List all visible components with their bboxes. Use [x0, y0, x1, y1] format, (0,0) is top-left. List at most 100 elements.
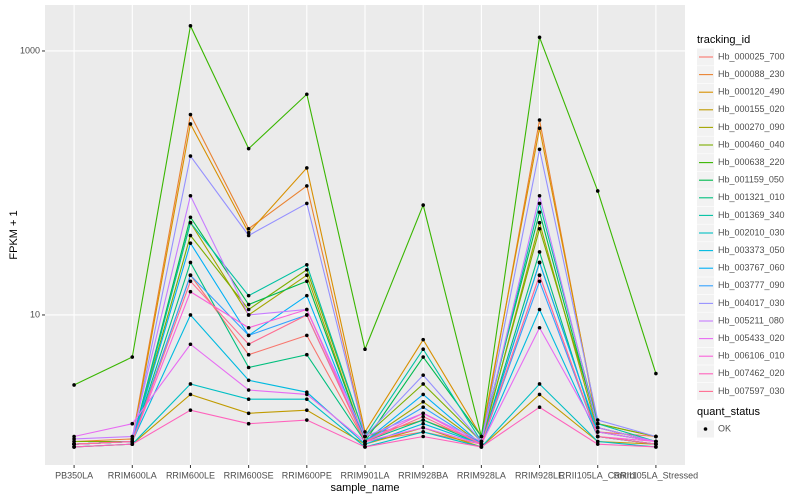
data-point	[246, 411, 251, 416]
data-point	[537, 392, 542, 397]
data-point	[537, 126, 542, 130]
legend-label: Hb_007597_030	[718, 386, 785, 396]
legend-label: Hb_000638_220	[718, 157, 785, 167]
data-point	[246, 397, 251, 402]
legend-label: Hb_000025_700	[718, 51, 785, 61]
data-point	[537, 220, 542, 225]
data-point	[72, 439, 76, 444]
data-point	[537, 307, 542, 312]
data-point	[421, 347, 425, 352]
data-point	[595, 442, 600, 446]
legend-label: Hb_000460_040	[718, 139, 785, 149]
data-point	[305, 408, 309, 412]
legend-label: Hb_001159_050	[718, 175, 784, 185]
data-point	[305, 262, 309, 267]
data-point	[305, 418, 309, 422]
data-point	[537, 118, 542, 122]
data-point	[363, 430, 367, 434]
legend-swatch	[703, 427, 708, 431]
data-point	[246, 307, 251, 312]
data-point	[654, 371, 658, 376]
data-point	[595, 421, 600, 426]
data-point	[305, 293, 309, 298]
data-point	[246, 378, 251, 383]
data-point	[188, 241, 193, 245]
data-point	[246, 325, 251, 330]
data-point	[188, 279, 193, 284]
data-point	[421, 418, 425, 422]
data-point	[246, 421, 251, 426]
data-point	[305, 267, 309, 272]
data-point	[188, 220, 193, 225]
data-point	[188, 260, 193, 265]
data-point	[246, 333, 251, 338]
data-point	[421, 414, 425, 419]
data-point	[130, 355, 135, 359]
data-point	[188, 215, 193, 220]
data-point	[246, 342, 251, 347]
data-point	[246, 313, 251, 317]
data-point	[72, 383, 76, 387]
legend-label: Hb_003767_060	[718, 263, 785, 273]
data-point	[188, 392, 193, 397]
data-point	[246, 352, 251, 357]
data-point	[363, 434, 367, 439]
x-tick-label: RRIM600LE	[166, 470, 215, 480]
data-point	[246, 230, 251, 235]
data-point	[188, 342, 193, 347]
data-point	[537, 201, 542, 206]
data-point	[130, 439, 135, 444]
data-point	[537, 405, 542, 410]
data-point	[305, 279, 309, 284]
data-point	[421, 434, 425, 439]
data-point	[188, 289, 193, 294]
data-point	[246, 226, 251, 231]
data-point	[421, 203, 425, 207]
x-tick-label: RRIM928LE	[515, 470, 564, 480]
data-point	[246, 302, 251, 307]
data-point	[305, 397, 309, 402]
data-point	[537, 279, 542, 284]
data-point	[305, 184, 309, 188]
data-point	[305, 92, 309, 97]
legend-label: Hb_001369_340	[718, 210, 785, 220]
data-point	[595, 189, 600, 193]
legend-label: Hb_006106_010	[718, 351, 785, 361]
data-point	[246, 233, 251, 238]
data-point	[72, 434, 76, 439]
data-point	[130, 442, 135, 446]
data-point	[188, 273, 193, 278]
legend-label: Hb_000270_090	[718, 122, 785, 132]
legend-label: Hb_003777_090	[718, 280, 785, 290]
data-point	[305, 166, 309, 170]
x-tick-label: RRIM928BA	[398, 470, 448, 480]
data-point	[595, 425, 600, 430]
data-point	[537, 325, 542, 330]
data-point	[421, 399, 425, 404]
data-point	[421, 430, 425, 434]
data-point	[421, 373, 425, 377]
y-tick-label: 1000	[20, 45, 40, 55]
data-point	[537, 226, 542, 231]
data-point	[421, 421, 425, 426]
data-point	[654, 445, 658, 449]
data-point	[188, 122, 193, 126]
x-tick-label: RRIM901LA	[340, 470, 389, 480]
legend-label: Hb_000155_020	[718, 104, 785, 114]
legend-label: Hb_000088_230	[718, 69, 785, 79]
data-point	[305, 273, 309, 278]
legend-label: OK	[718, 423, 731, 433]
legend-title: tracking_id	[697, 34, 750, 46]
data-point	[479, 445, 484, 449]
data-point	[595, 439, 600, 444]
data-point	[363, 445, 367, 449]
data-point	[188, 112, 193, 117]
data-point	[130, 421, 135, 426]
data-point	[188, 382, 193, 386]
data-point	[188, 154, 193, 158]
data-point	[537, 273, 542, 278]
data-point	[654, 434, 658, 439]
data-point	[188, 313, 193, 317]
y-axis-label: FPKM + 1	[8, 210, 20, 259]
